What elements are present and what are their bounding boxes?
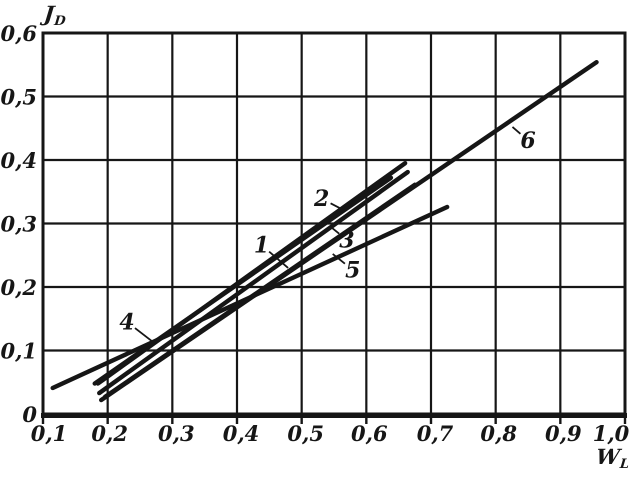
x-tick-label-0,3: 0,3: [158, 421, 195, 446]
curve-3: [97, 169, 410, 396]
x-tick-label-0,7: 0,7: [417, 421, 454, 446]
x-tick-label-0,2: 0,2: [91, 421, 128, 446]
x-tick-label-1,0: 1,0: [593, 421, 630, 446]
y-axis-title-sub: D: [53, 14, 68, 29]
x-axis-title-main: W: [594, 444, 623, 469]
x-tick-label-0,4: 0,4: [223, 421, 260, 446]
x-tick-label-0,6: 0,6: [351, 421, 388, 446]
y-tick-label-0: 0: [22, 402, 37, 427]
y-tick-label-0,2: 0,2: [0, 275, 37, 300]
curve-label-5: 5: [345, 257, 360, 283]
y-tick-label-0,6: 0,6: [0, 21, 37, 46]
curve-label-4: 4: [119, 309, 134, 335]
curve-label-3: 3: [339, 228, 354, 254]
x-tick-label-0,1: 0,1: [31, 421, 68, 446]
y-tick-label-0,5: 0,5: [0, 85, 37, 110]
y-tick-label-0,3: 0,3: [0, 212, 37, 237]
curve-label-leader-3: [331, 227, 340, 235]
y-tick-label-0,1: 0,1: [0, 339, 37, 364]
curve-label-leader-2: [330, 202, 346, 212]
curve-label-leader-1: [268, 250, 289, 269]
curve-label-leader-6: [511, 126, 522, 135]
x-tick-label-0,8: 0,8: [480, 421, 517, 446]
curve-label-2: 2: [313, 186, 329, 212]
y-tick-label-0,4: 0,4: [0, 148, 37, 173]
x-axis-title: WL: [595, 444, 633, 472]
x-tick-label-0,9: 0,9: [545, 421, 582, 446]
curve-label-leader-5: [332, 253, 346, 265]
curve-6: [98, 60, 599, 403]
curve-label-1: 1: [254, 233, 269, 259]
curve-label-6: 6: [520, 128, 535, 154]
curve-label-leader-4: [134, 327, 153, 342]
y-axis-title: JD: [43, 1, 69, 29]
x-axis-title-sub: L: [619, 457, 631, 472]
x-tick-label-0,5: 0,5: [287, 421, 324, 446]
curve-4: [92, 175, 394, 386]
